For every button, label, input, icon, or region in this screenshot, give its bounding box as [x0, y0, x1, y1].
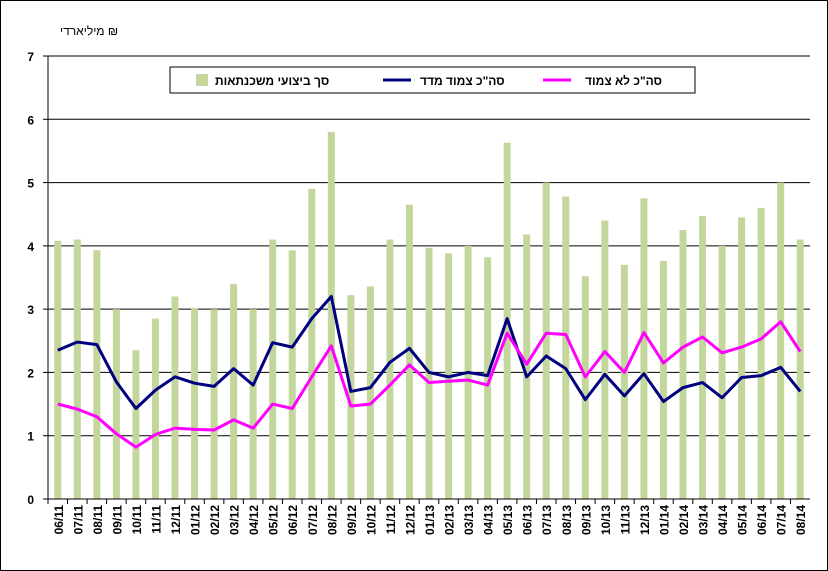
bar: [249, 309, 257, 499]
x-tick-label: 01/12: [189, 505, 203, 535]
line: [57, 294, 802, 411]
x-tick-label: 07/12: [306, 505, 320, 535]
y-tick-label: 2: [27, 366, 34, 380]
legend-box: [169, 66, 696, 94]
x-tick-label: 10/11: [130, 505, 144, 535]
x-tick-label: 06/14: [755, 505, 769, 535]
x-tick-label: 09/13: [579, 505, 593, 535]
bar: [112, 309, 120, 499]
bar: [484, 257, 492, 499]
x-tick-label: 05/12: [267, 505, 281, 535]
bar: [405, 204, 413, 499]
x-tick-label: 08/14: [794, 505, 808, 535]
y-tick-label: 5: [27, 177, 34, 191]
bar: [308, 188, 316, 499]
bar: [151, 318, 159, 499]
bar: [679, 230, 687, 500]
x-tick-label: 09/11: [110, 505, 124, 535]
legend-label: סה"כ צמוד מדד: [420, 74, 505, 88]
bar: [796, 239, 804, 499]
bar: [191, 307, 199, 499]
bar: [93, 250, 101, 499]
bar: [757, 207, 765, 499]
bar: [777, 182, 785, 500]
bar: [581, 276, 589, 499]
bar: [699, 216, 707, 499]
x-tick-label: 04/12: [247, 505, 261, 535]
x-tick-label: 08/13: [560, 505, 574, 535]
x-tick-label: 01/14: [657, 505, 671, 535]
x-tick-label: 03/12: [228, 505, 242, 535]
x-tick-label: 04/14: [716, 505, 730, 535]
x-tick-label: 01/13: [423, 505, 437, 535]
bar: [738, 217, 746, 499]
x-tick-label: 08/12: [325, 505, 339, 535]
bar: [327, 131, 335, 499]
y-tick-label: 3: [27, 303, 34, 317]
x-tick-label: 11/13: [618, 505, 632, 535]
bar: [288, 250, 296, 499]
x-tick-label: 05/14: [736, 505, 750, 535]
x-tick-label: 11/11: [149, 505, 163, 534]
x-tick-label: 11/12: [384, 505, 398, 535]
x-tick-label: 02/14: [677, 505, 691, 535]
bar: [659, 261, 667, 499]
x-tick-label: 07/13: [540, 505, 554, 535]
bar: [523, 234, 531, 500]
bar: [562, 196, 570, 499]
bar: [601, 220, 609, 500]
bar: [386, 239, 394, 499]
bar: [210, 309, 218, 499]
y-tick-label: 0: [27, 493, 34, 507]
x-tick-label: 07/11: [71, 505, 85, 535]
legend-swatch: [196, 74, 208, 86]
bar: [542, 182, 550, 500]
bar: [132, 350, 140, 499]
x-tick-label: 06/11: [52, 505, 66, 535]
x-tick-label: 03/14: [697, 505, 711, 535]
bar: [347, 295, 355, 499]
x-tick-label: 12/12: [403, 505, 417, 535]
x-tick-label: 02/13: [443, 505, 457, 535]
x-tick-label: 02/12: [208, 505, 222, 535]
x-tick-label: 10/13: [599, 505, 613, 535]
bar: [269, 239, 277, 499]
y-axis-label: מיליארדי ₪: [60, 24, 118, 38]
y-tick-label: 1: [27, 430, 34, 444]
x-tick-label: 06/13: [521, 505, 535, 535]
bar: [230, 283, 238, 499]
bar: [73, 239, 81, 499]
x-tick-label: 10/12: [364, 505, 378, 535]
x-tick-label: 05/13: [501, 505, 515, 535]
x-tick-label: 09/12: [345, 505, 359, 535]
x-tick-label: 07/14: [775, 505, 789, 535]
y-tick-label: 7: [27, 50, 34, 64]
legend-label: סה"כ לא צמוד: [585, 74, 662, 88]
legend-label: סך ביצועי משכנתאות: [215, 74, 329, 88]
x-tick-label: 12/13: [638, 505, 652, 535]
x-tick-label: 06/12: [286, 505, 300, 535]
y-tick-label: 4: [27, 240, 34, 254]
x-tick-label: 12/11: [169, 505, 183, 535]
bar: [718, 245, 726, 499]
bar: [171, 296, 179, 499]
bar: [640, 198, 648, 499]
y-tick-label: 6: [27, 113, 34, 127]
line: [57, 320, 802, 449]
bar: [620, 264, 628, 499]
bar: [366, 286, 374, 499]
x-tick-label: 04/13: [482, 505, 496, 535]
x-tick-label: 08/11: [91, 505, 105, 535]
bar: [54, 240, 62, 499]
x-tick-label: 03/13: [462, 505, 476, 535]
